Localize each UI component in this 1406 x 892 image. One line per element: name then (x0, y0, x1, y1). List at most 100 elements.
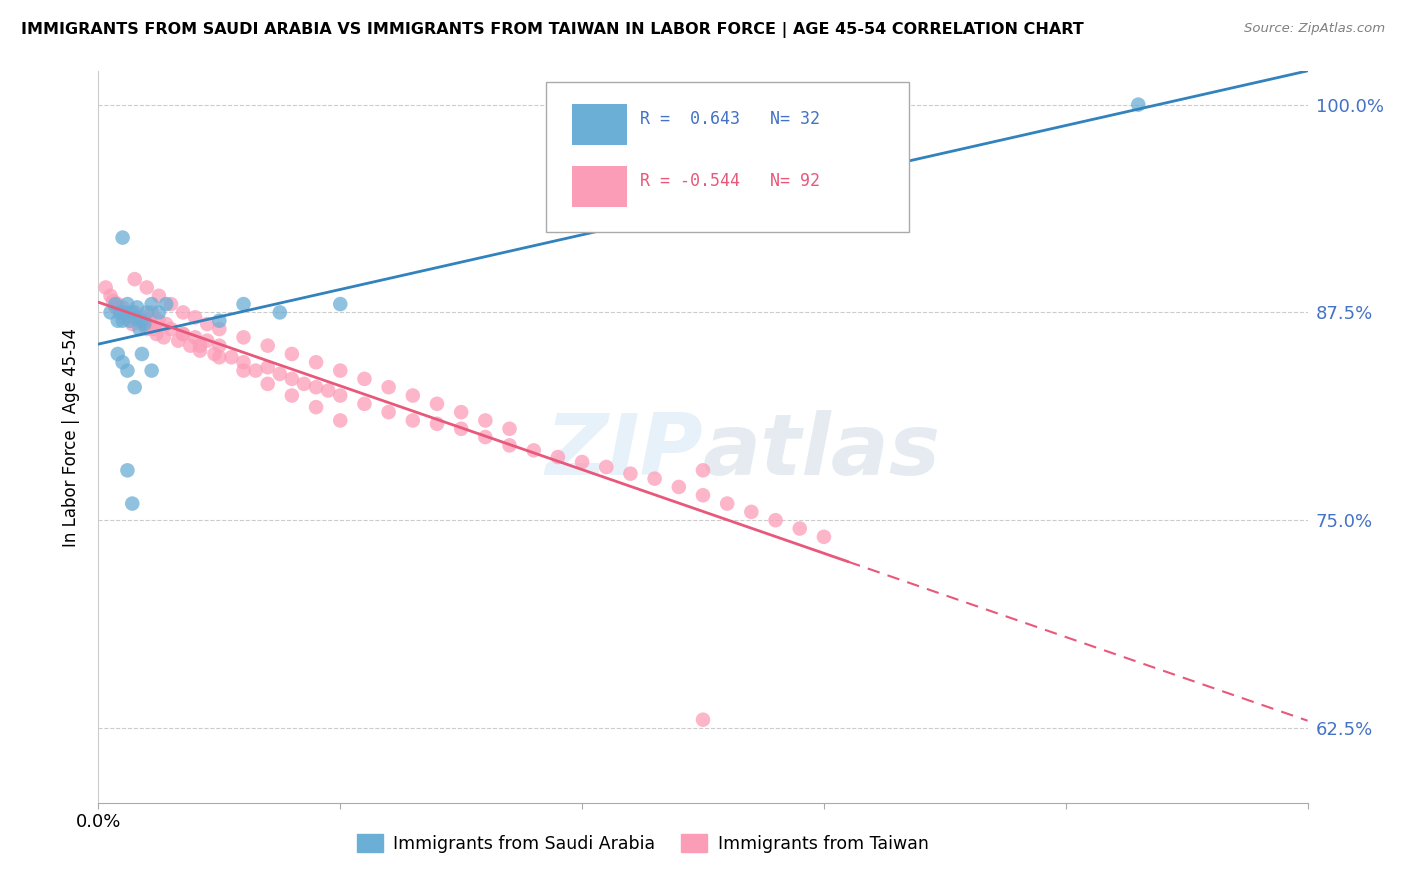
Point (188, 343, 211, 358)
Point (450, 405, 472, 419)
Point (450, 422, 472, 436)
Point (305, 380, 328, 394)
Point (160, 297, 183, 311)
Point (377, 380, 399, 394)
Point (789, 522, 811, 536)
Point (124, 305, 146, 319)
Point (143, 322, 166, 336)
Point (152, 330, 174, 344)
Point (426, 417, 449, 431)
Point (474, 430, 496, 444)
Point (127, 310, 149, 325)
Point (117, 305, 139, 319)
Point (765, 513, 787, 527)
Point (668, 480, 690, 494)
Point (208, 351, 231, 365)
Point (498, 438, 520, 452)
Point (245, 363, 267, 377)
Point (131, 314, 153, 328)
Point (281, 372, 304, 386)
Text: Source: ZipAtlas.com: Source: ZipAtlas.com (1244, 22, 1385, 36)
Point (155, 317, 177, 331)
Point (329, 413, 352, 427)
Point (117, 297, 139, 311)
Point (644, 472, 666, 486)
Point (131, 317, 153, 331)
Point (474, 413, 496, 427)
Point (179, 338, 201, 352)
Point (195, 334, 218, 348)
Point (134, 310, 156, 325)
Point (135, 305, 157, 319)
Point (1128, 97, 1150, 112)
Point (160, 322, 183, 336)
Point (232, 297, 254, 311)
Point (571, 455, 593, 469)
Point (316, 384, 339, 398)
Point (329, 297, 352, 311)
Point (128, 322, 150, 336)
Point (353, 397, 375, 411)
Point (131, 347, 153, 361)
Point (104, 297, 127, 311)
Point (498, 422, 520, 436)
Point (269, 305, 291, 319)
Point (221, 351, 243, 365)
Point (108, 305, 131, 319)
Point (256, 338, 278, 352)
Point (124, 272, 146, 286)
Point (138, 314, 160, 328)
Point (107, 297, 129, 311)
Point (141, 305, 163, 319)
Point (111, 314, 134, 328)
Point (117, 463, 139, 477)
Point (141, 297, 163, 311)
Point (256, 360, 278, 375)
Point (127, 301, 149, 315)
Point (141, 317, 163, 331)
Text: R = -0.544   N= 92: R = -0.544 N= 92 (640, 172, 820, 190)
Point (135, 322, 157, 336)
Point (94, 280, 117, 294)
Point (108, 305, 131, 319)
Point (121, 497, 143, 511)
Point (692, 463, 714, 477)
Point (426, 397, 449, 411)
Point (305, 355, 328, 369)
Point (232, 355, 254, 369)
Point (184, 310, 207, 325)
Point (208, 322, 231, 336)
Point (101, 293, 124, 308)
Text: IMMIGRANTS FROM SAUDI ARABIA VS IMMIGRANTS FROM TAIWAN IN LABOR FORCE | AGE 45-5: IMMIGRANTS FROM SAUDI ARABIA VS IMMIGRAN… (21, 22, 1084, 38)
FancyBboxPatch shape (546, 82, 908, 232)
Point (716, 497, 738, 511)
Point (148, 305, 170, 319)
Point (117, 363, 139, 377)
Point (135, 280, 157, 294)
Point (111, 230, 134, 244)
Point (114, 310, 136, 325)
Point (118, 314, 141, 328)
Point (402, 388, 425, 402)
Point (107, 347, 129, 361)
Point (100, 305, 122, 319)
Point (148, 289, 170, 303)
Point (124, 380, 146, 394)
Point (121, 305, 143, 319)
Point (740, 505, 762, 519)
Point (619, 467, 641, 481)
FancyBboxPatch shape (572, 104, 627, 145)
Text: atlas: atlas (703, 410, 941, 493)
Point (692, 713, 714, 727)
Point (377, 405, 399, 419)
Point (402, 413, 425, 427)
Point (141, 363, 163, 377)
Point (172, 305, 194, 319)
Point (172, 326, 194, 341)
Point (292, 376, 315, 391)
Point (148, 314, 170, 328)
Point (104, 301, 127, 315)
Y-axis label: In Labor Force | Age 45-54: In Labor Force | Age 45-54 (62, 327, 80, 547)
Point (118, 314, 141, 328)
Point (595, 460, 617, 475)
